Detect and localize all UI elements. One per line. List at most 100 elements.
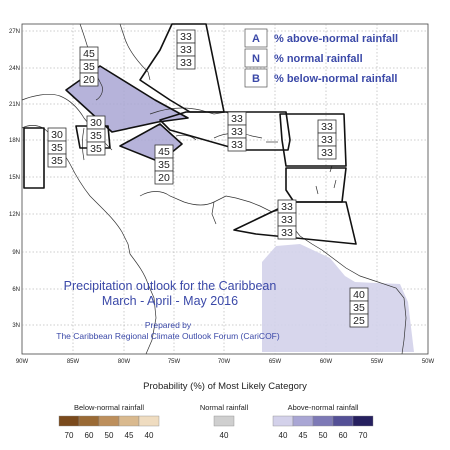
value-cell: [154, 170, 174, 185]
value-text: 45: [158, 146, 170, 158]
value-text: 33: [321, 134, 333, 146]
legend-title: Probability (%) of Most Likely Category: [143, 381, 307, 392]
legend-above-swatch: [292, 415, 314, 427]
value-text: 35: [90, 130, 102, 142]
probability-legend: Probability (%) of Most Likely Category …: [58, 381, 374, 440]
map-title: Precipitation outlook for the Caribbean: [64, 279, 277, 293]
lon-label: 70W: [218, 359, 231, 365]
value-text: 35: [51, 142, 63, 154]
lon-label: 90W: [16, 359, 29, 365]
value-text: 30: [90, 117, 102, 129]
legend-above-tick: 50: [319, 431, 328, 440]
lon-label: 85W: [67, 359, 80, 365]
legend-below-tick: 45: [125, 431, 134, 440]
value-text: 33: [180, 44, 192, 56]
value-cell: [317, 145, 337, 160]
category-key: A N B % above-normal rainfall % normal r…: [244, 28, 398, 88]
lat-label: 3N: [12, 323, 20, 329]
key-label-normal: % normal rainfall: [274, 53, 363, 65]
key-label-below: % below-normal rainfall: [274, 73, 397, 85]
lon-label: 50W: [422, 359, 435, 365]
legend-normal-swatch: [213, 415, 235, 427]
lat-label: 24N: [9, 66, 20, 72]
legend-above-swatch: [312, 415, 334, 427]
legend-above-label: Above-normal rainfall: [288, 403, 359, 412]
key-letter-b: B: [252, 73, 260, 85]
value-text: 20: [83, 74, 95, 86]
value-cell: [349, 313, 369, 328]
legend-below-tick: 40: [145, 431, 154, 440]
legend-above-swatch: [352, 415, 374, 427]
forum-name: The Caribbean Regional Climate Outlook F…: [56, 331, 280, 341]
value-text: 33: [231, 139, 243, 151]
lon-label: 75W: [168, 359, 181, 365]
value-text: 33: [281, 227, 293, 239]
value-cell: [176, 55, 196, 70]
value-text: 25: [353, 315, 365, 327]
value-text: 35: [83, 61, 95, 73]
legend-above-tick: 70: [359, 431, 368, 440]
legend-swatches: 70 60 50 45 40 40 40 45 50 60 70: [58, 415, 374, 440]
prepared-by: Prepared by: [145, 320, 192, 330]
axis-labels: 27N 24N 21N 18N 15N 12N 9N 6N 3N 90W 85W 80W 75W 70W 6…: [9, 29, 435, 365]
lat-label: 9N: [12, 250, 20, 256]
value-text: 35: [90, 143, 102, 155]
legend-below-swatch: [138, 415, 160, 427]
value-text: 33: [321, 121, 333, 133]
legend-above-tick: 60: [339, 431, 348, 440]
legend-below-tick: 50: [105, 431, 114, 440]
value-text: 35: [158, 159, 170, 171]
value-text: 33: [321, 147, 333, 159]
value-text: 33: [281, 214, 293, 226]
value-text: 35: [51, 155, 63, 167]
value-text: 33: [180, 31, 192, 43]
map-subtitle: March - April - May 2016: [102, 294, 238, 308]
legend-normal-tick: 40: [220, 431, 229, 440]
legend-below-swatch: [98, 415, 120, 427]
legend-above-swatch: [272, 415, 294, 427]
lon-label: 65W: [269, 359, 282, 365]
value-text: 30: [51, 129, 63, 141]
lon-label: 55W: [371, 359, 384, 365]
lat-label: 18N: [9, 138, 20, 144]
legend-below-swatch: [118, 415, 140, 427]
value-cell: [47, 153, 67, 168]
legend-below-tick: 70: [65, 431, 74, 440]
lat-label: 12N: [9, 212, 20, 218]
value-text: 33: [281, 201, 293, 213]
value-text: 45: [83, 48, 95, 60]
key-letter-a: A: [252, 33, 260, 45]
value-cell: [79, 72, 99, 87]
value-cell: [227, 137, 247, 152]
value-cell: [277, 225, 297, 240]
guianas-shading: [262, 244, 414, 352]
legend-below-label: Below-normal rainfall: [74, 403, 144, 412]
lon-label: 80W: [118, 359, 131, 365]
key-label-above: % above-normal rainfall: [274, 33, 398, 45]
value-text: 40: [353, 289, 365, 301]
value-text: 33: [231, 113, 243, 125]
value-text: 33: [231, 126, 243, 138]
lat-label: 21N: [9, 102, 20, 108]
lat-label: 27N: [9, 29, 20, 35]
lat-label: 6N: [12, 287, 20, 293]
legend-below-swatch: [78, 415, 100, 427]
legend-normal-label: Normal rainfall: [200, 403, 249, 412]
legend-above-tick: 40: [279, 431, 288, 440]
legend-below-tick: 60: [85, 431, 94, 440]
lon-label: 60W: [320, 359, 333, 365]
legend-above-tick: 45: [299, 431, 308, 440]
legend-below-swatch: [58, 415, 80, 427]
legend-above-swatch: [332, 415, 354, 427]
